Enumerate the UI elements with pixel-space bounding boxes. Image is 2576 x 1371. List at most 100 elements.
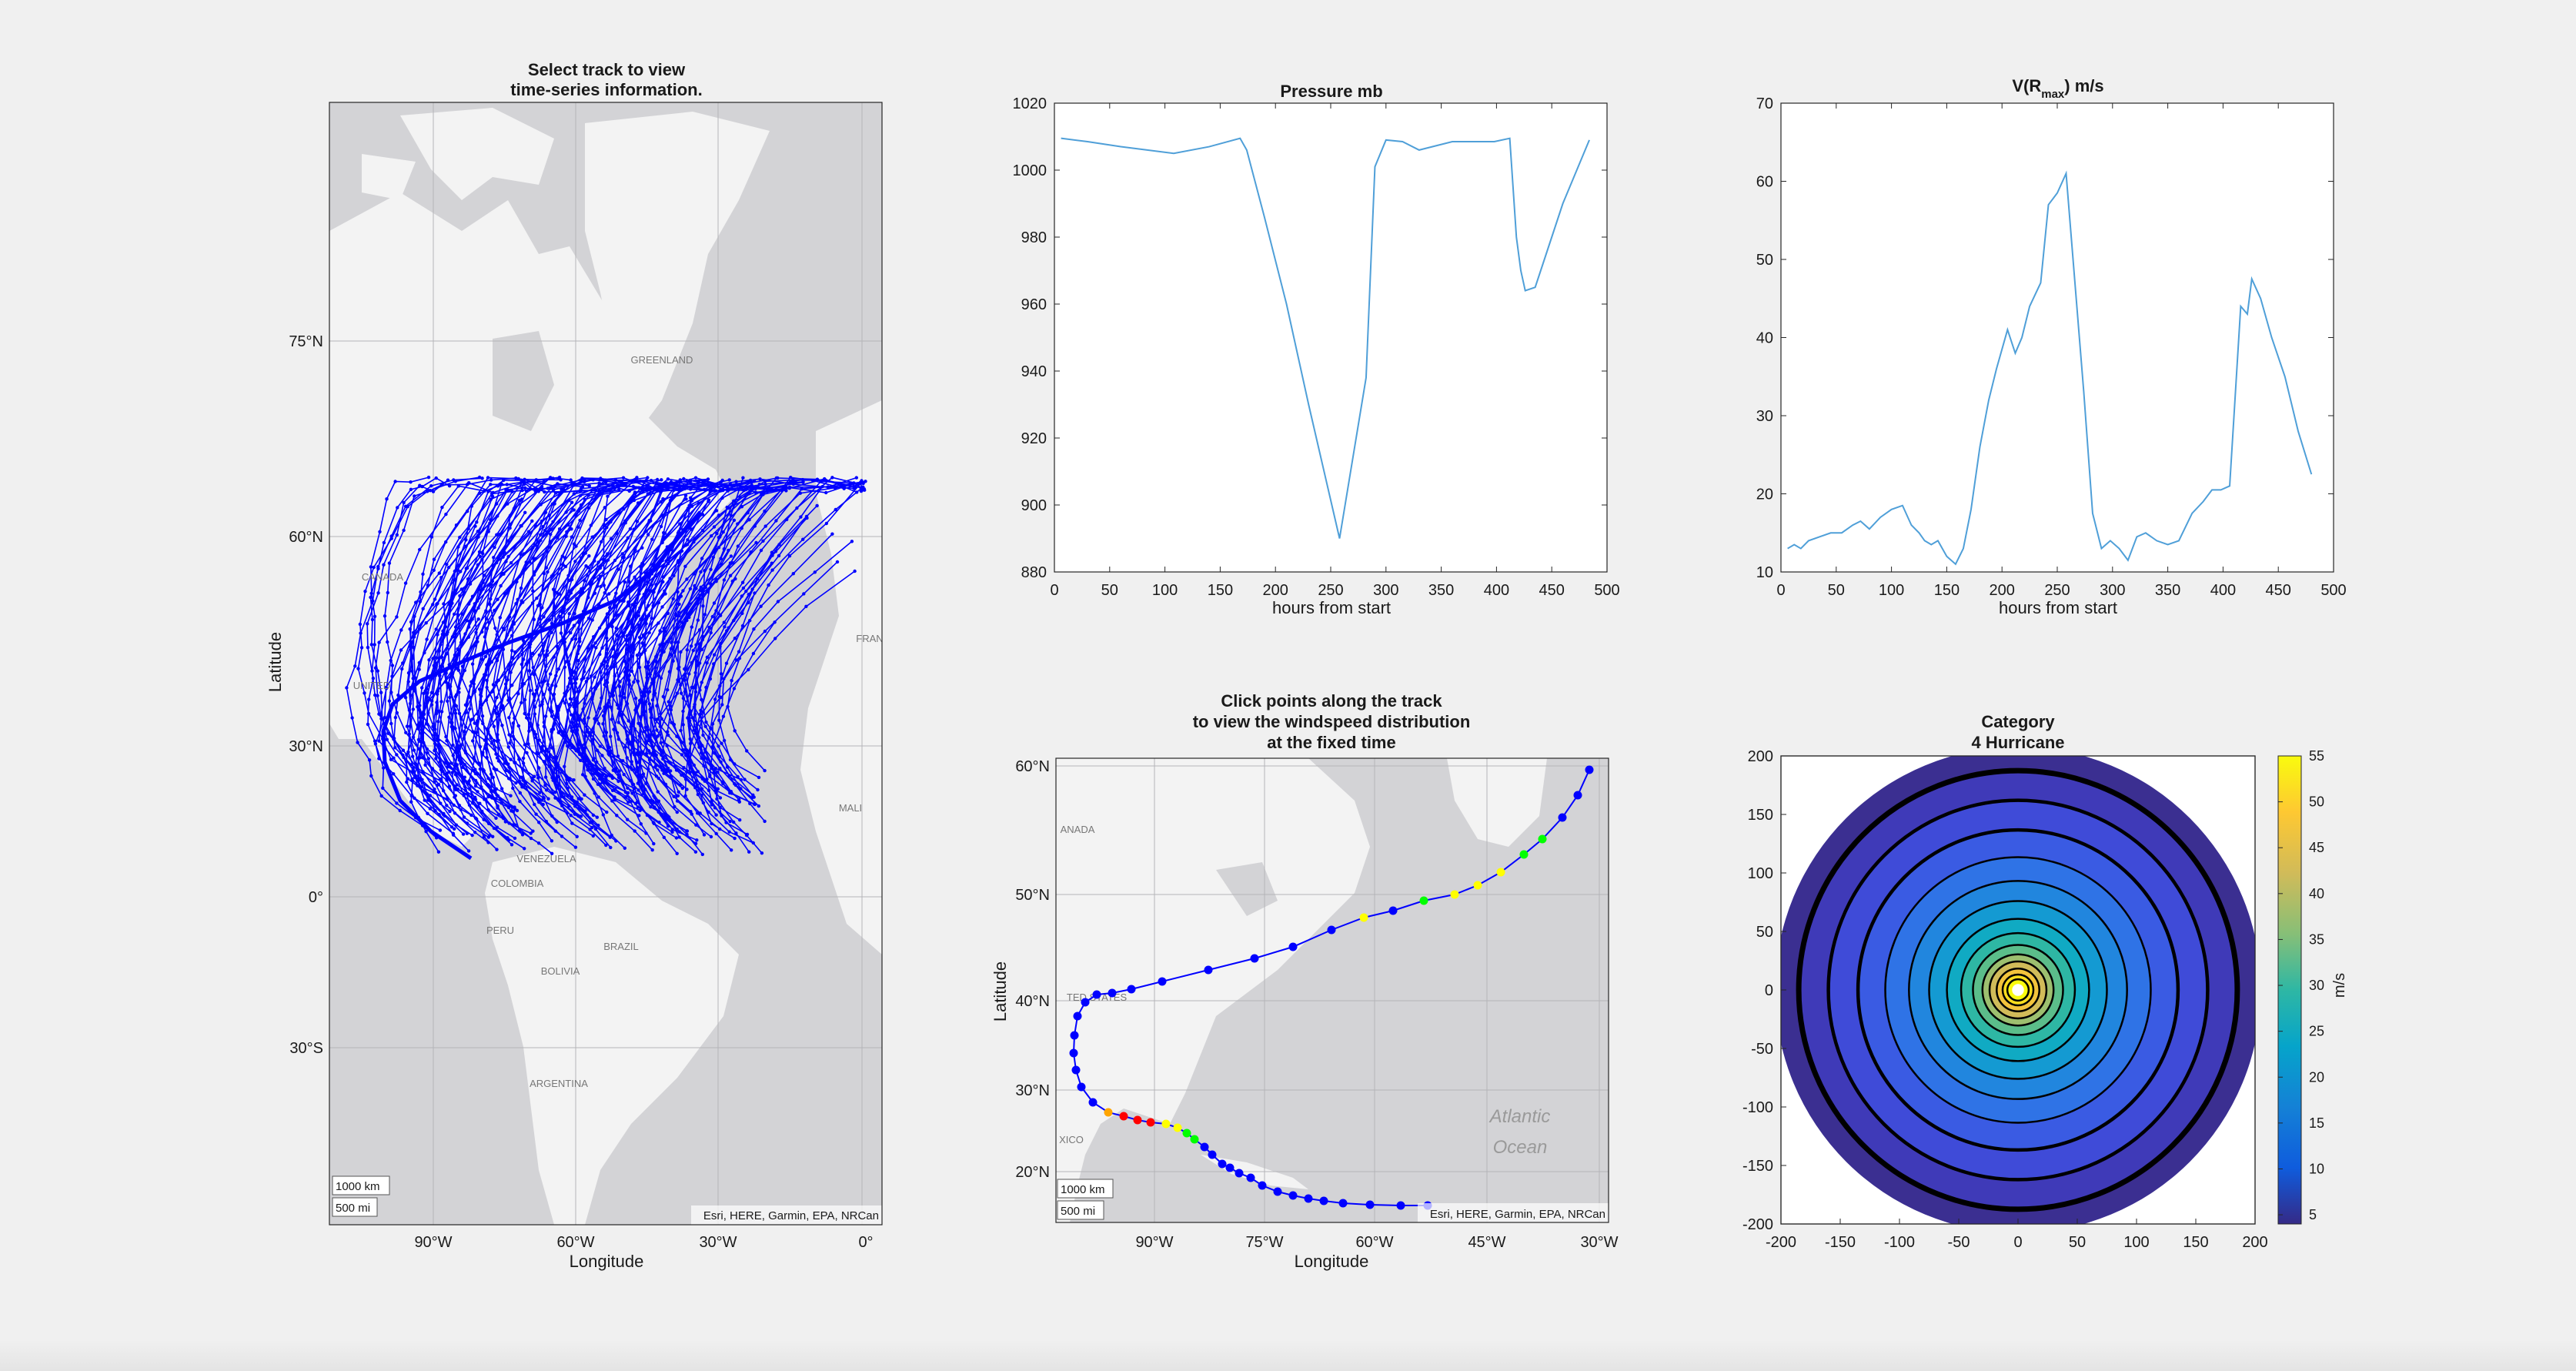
track-point[interactable] — [674, 836, 679, 840]
track-point[interactable] — [677, 790, 680, 794]
track-point[interactable] — [520, 488, 524, 493]
track-point[interactable] — [490, 690, 494, 694]
track-point[interactable] — [410, 669, 414, 673]
track-point[interactable] — [377, 757, 381, 761]
hurricane-track[interactable] — [684, 570, 856, 851]
track-point[interactable] — [379, 714, 383, 717]
track-point[interactable] — [602, 558, 606, 563]
track-point[interactable] — [453, 694, 458, 699]
track-point[interactable] — [529, 831, 533, 835]
track-point[interactable] — [656, 790, 660, 794]
track-point[interactable] — [363, 691, 366, 695]
selected-track-point[interactable] — [1190, 1135, 1199, 1144]
track-point[interactable] — [577, 718, 581, 722]
track-point[interactable] — [626, 791, 630, 795]
track-point[interactable] — [570, 527, 573, 531]
track-point[interactable] — [490, 579, 495, 584]
track-point[interactable] — [465, 831, 469, 835]
track-point[interactable] — [583, 809, 587, 813]
track-point[interactable] — [444, 735, 448, 739]
track-point[interactable] — [553, 620, 557, 624]
track-point[interactable] — [705, 655, 710, 659]
selected-track-points[interactable] — [1069, 765, 1594, 1210]
track-point[interactable] — [382, 766, 386, 770]
hurricane-track[interactable] — [419, 489, 565, 838]
track-point[interactable] — [448, 695, 452, 700]
track-point[interactable] — [493, 545, 496, 550]
track-point[interactable] — [741, 476, 745, 480]
track-point[interactable] — [834, 507, 837, 512]
selected-track-point[interactable] — [1161, 1119, 1171, 1129]
track-point[interactable] — [407, 732, 411, 736]
track-point[interactable] — [610, 788, 615, 793]
track-point[interactable] — [533, 712, 536, 716]
track-point[interactable] — [710, 821, 713, 826]
track-point[interactable] — [652, 680, 656, 684]
track-point[interactable] — [746, 511, 750, 515]
track-point[interactable] — [800, 487, 804, 491]
track-point[interactable] — [410, 657, 414, 660]
track-point[interactable] — [604, 843, 608, 848]
track-point[interactable] — [514, 476, 518, 480]
track-point[interactable] — [519, 553, 523, 557]
track-point[interactable] — [359, 646, 364, 650]
track-point[interactable] — [579, 503, 583, 507]
track-point[interactable] — [526, 712, 531, 717]
track-point[interactable] — [462, 815, 466, 819]
track-point[interactable] — [600, 754, 604, 757]
track-point[interactable] — [417, 667, 421, 671]
track-point[interactable] — [591, 813, 596, 818]
track-point[interactable] — [542, 615, 546, 619]
track-point[interactable] — [549, 532, 553, 537]
track-point[interactable] — [371, 599, 375, 603]
track-point[interactable] — [683, 754, 688, 757]
track-point[interactable] — [401, 753, 405, 757]
track-point[interactable] — [597, 481, 601, 485]
track-point[interactable] — [611, 618, 615, 622]
track-point[interactable] — [719, 641, 723, 646]
track-point[interactable] — [617, 684, 622, 689]
track-point[interactable] — [680, 786, 684, 791]
track-point[interactable] — [366, 722, 370, 727]
track-point[interactable] — [830, 476, 834, 480]
track-point[interactable] — [376, 694, 379, 697]
track-point[interactable] — [439, 700, 443, 704]
track-point[interactable] — [620, 630, 623, 634]
track-point[interactable] — [485, 617, 489, 621]
track-point[interactable] — [520, 785, 524, 789]
track-point[interactable] — [453, 794, 457, 798]
track-point[interactable] — [663, 782, 668, 787]
track-point[interactable] — [643, 710, 647, 714]
track-point[interactable] — [609, 705, 613, 709]
track-point[interactable] — [436, 738, 440, 742]
track-point[interactable] — [486, 476, 490, 480]
track-point[interactable] — [784, 489, 788, 493]
track-point[interactable] — [550, 839, 554, 843]
track-point[interactable] — [717, 718, 721, 722]
track-point[interactable] — [345, 686, 349, 690]
track-point[interactable] — [737, 650, 741, 654]
track-point[interactable] — [702, 833, 707, 837]
track-point[interactable] — [679, 728, 683, 733]
track-point[interactable] — [473, 644, 477, 647]
track-point[interactable] — [602, 734, 606, 738]
track-point[interactable] — [463, 763, 467, 767]
track-point[interactable] — [714, 831, 718, 836]
track-point[interactable] — [596, 584, 600, 588]
track-point[interactable] — [734, 658, 739, 662]
track-point[interactable] — [542, 693, 546, 697]
track-point[interactable] — [404, 731, 408, 734]
track-point[interactable] — [488, 602, 492, 607]
track-point[interactable] — [605, 526, 609, 530]
selected-track-point[interactable] — [1246, 1173, 1255, 1182]
track-point[interactable] — [633, 753, 636, 757]
track-point[interactable] — [526, 742, 530, 746]
track-point[interactable] — [687, 615, 691, 620]
track-point[interactable] — [637, 635, 642, 640]
track-point[interactable] — [647, 533, 650, 537]
track-point[interactable] — [403, 696, 408, 700]
track-point[interactable] — [499, 482, 503, 486]
track-point[interactable] — [393, 746, 397, 750]
track-point[interactable] — [644, 831, 648, 835]
track-point[interactable] — [457, 711, 462, 715]
